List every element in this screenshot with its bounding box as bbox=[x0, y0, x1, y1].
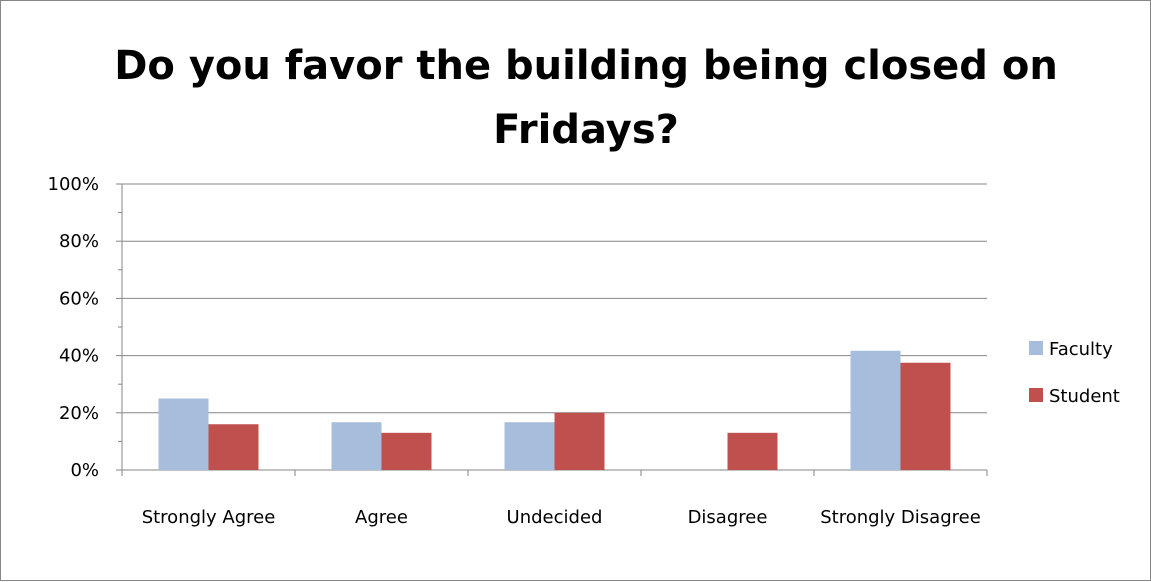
bar-faculty-undecided bbox=[504, 422, 555, 470]
y-tick-label: 20% bbox=[59, 403, 99, 424]
legend-label-student: Student bbox=[1049, 386, 1120, 407]
x-category-label: Strongly Disagree bbox=[820, 507, 981, 528]
axis-labels: 0% 20% 40% 60% 80% 100% Strongly Agree Agree Und… bbox=[48, 174, 981, 528]
x-category-label: Strongly Agree bbox=[142, 507, 276, 528]
y-tick-label: 100% bbox=[48, 174, 99, 195]
bar-student-disagree bbox=[727, 432, 778, 470]
bar-student-strongly-agree bbox=[208, 424, 259, 470]
chart-title-line-1: Do you favor the building being closed o… bbox=[114, 43, 1058, 89]
y-tick-label: 60% bbox=[59, 288, 99, 309]
legend-label-faculty: Faculty bbox=[1049, 339, 1113, 360]
x-category-label: Undecided bbox=[507, 507, 603, 528]
x-category-label: Disagree bbox=[688, 507, 768, 528]
x-category-label: Agree bbox=[355, 507, 408, 528]
bar-faculty-agree bbox=[331, 422, 382, 470]
bar-student-strongly-disagree bbox=[900, 362, 951, 470]
chart-title-line-2: Fridays? bbox=[493, 107, 679, 153]
y-tick-label: 0% bbox=[70, 460, 99, 481]
bar-faculty-strongly-disagree bbox=[850, 350, 901, 470]
bar-student-undecided bbox=[554, 412, 605, 470]
legend-swatch-faculty bbox=[1029, 341, 1043, 355]
bars bbox=[158, 350, 951, 470]
y-tick-label: 40% bbox=[59, 346, 99, 367]
bar-student-agree bbox=[381, 432, 432, 470]
legend: Faculty Student bbox=[1029, 339, 1120, 407]
y-tick-label: 80% bbox=[59, 231, 99, 252]
bar-faculty-strongly-agree bbox=[158, 398, 209, 470]
gridlines bbox=[122, 183, 987, 414]
legend-swatch-student bbox=[1029, 388, 1043, 402]
